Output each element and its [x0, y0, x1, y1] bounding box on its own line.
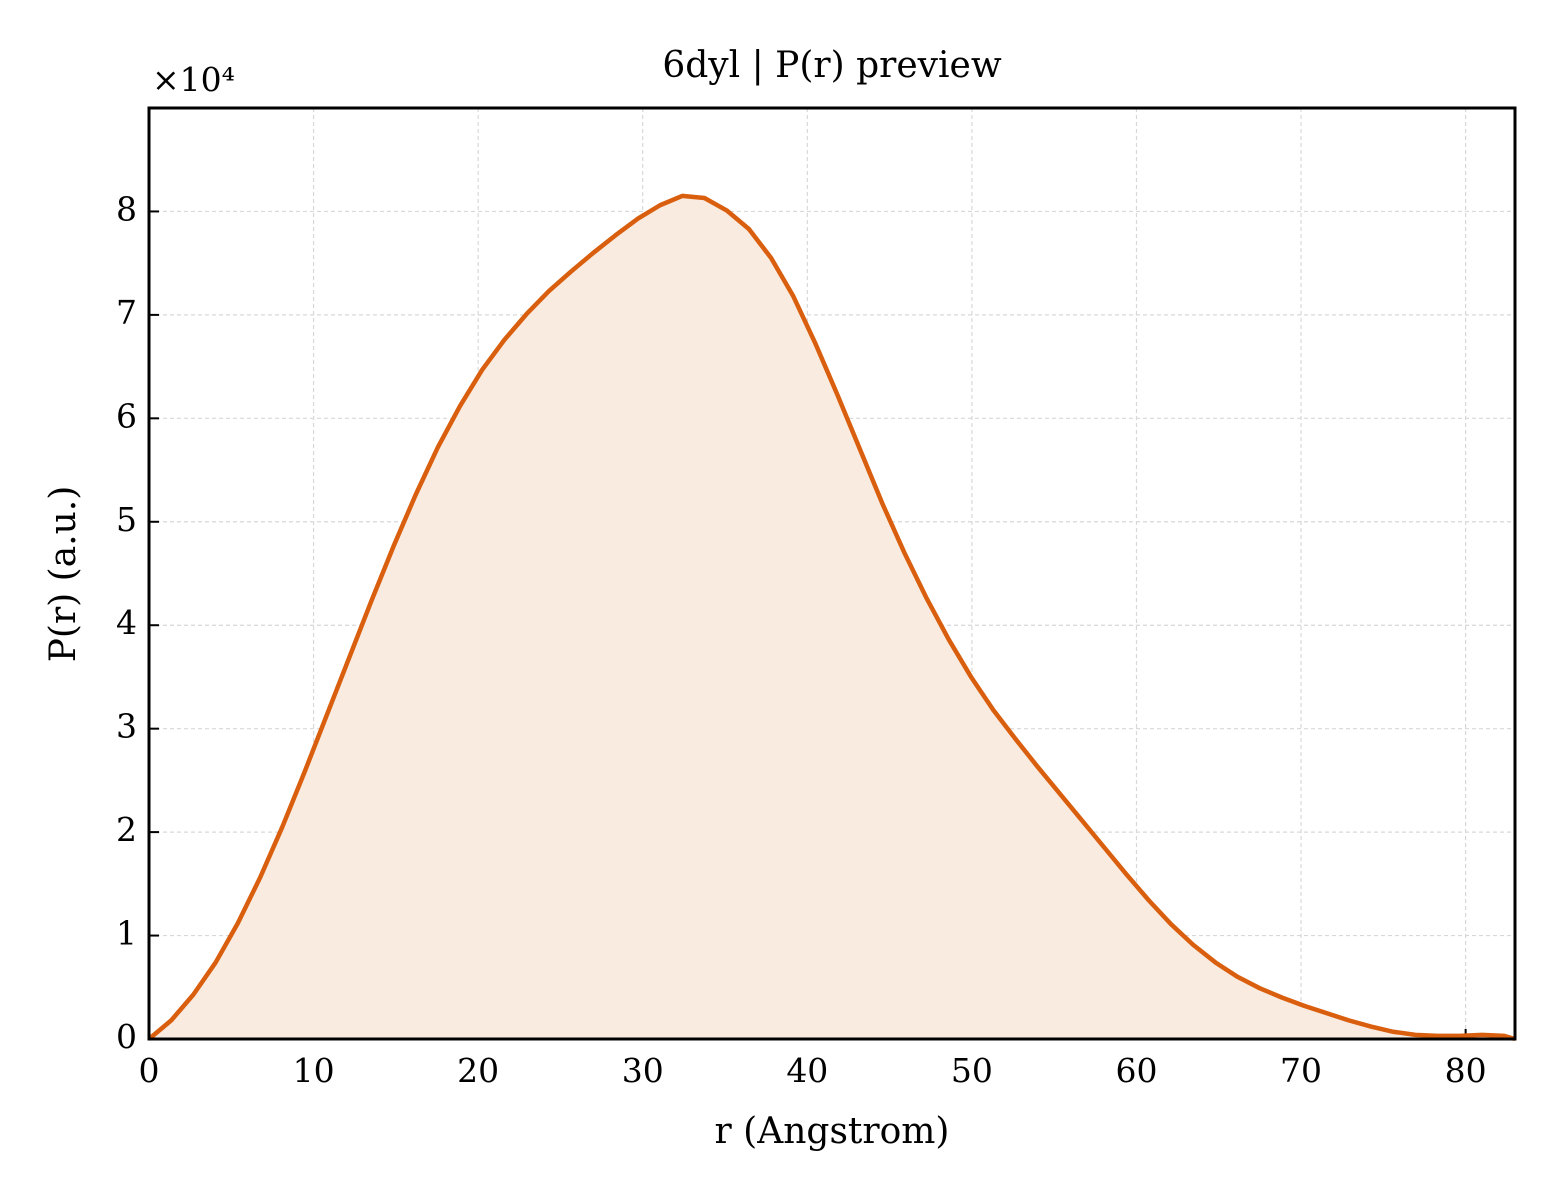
y-tick-label: 5: [116, 500, 137, 539]
y-tick-label: 4: [116, 603, 137, 642]
y-tick-label: 0: [116, 1017, 137, 1056]
y-offset-label: ×10⁴: [152, 60, 235, 99]
x-tick-label: 10: [293, 1051, 335, 1090]
x-tick-label: 30: [622, 1051, 664, 1090]
y-tick-label: 6: [116, 396, 137, 435]
y-axis-label: P(r) (a.u.): [43, 486, 84, 663]
x-tick-label: 60: [1115, 1051, 1157, 1090]
x-tick-label: 70: [1280, 1051, 1322, 1090]
y-tick-label: 2: [116, 810, 137, 849]
y-tick-label: 1: [116, 914, 137, 953]
x-axis-label: r (Angstrom): [715, 1111, 950, 1152]
plot-frame: [147, 106, 1517, 1041]
chart-title: 6dyl | P(r) preview: [662, 45, 1001, 86]
x-tick-label: 20: [457, 1051, 499, 1090]
x-tick-label: 40: [786, 1051, 828, 1090]
x-tick-label: 80: [1445, 1051, 1487, 1090]
y-tick-label: 8: [116, 189, 137, 228]
x-tick-label: 50: [951, 1051, 993, 1090]
line: [147, 193, 1516, 1042]
y-tick-label: 7: [116, 293, 137, 332]
area: [149, 195, 1515, 1039]
y-tick-label: 3: [116, 707, 137, 746]
x-tick-label: 0: [139, 1051, 160, 1090]
